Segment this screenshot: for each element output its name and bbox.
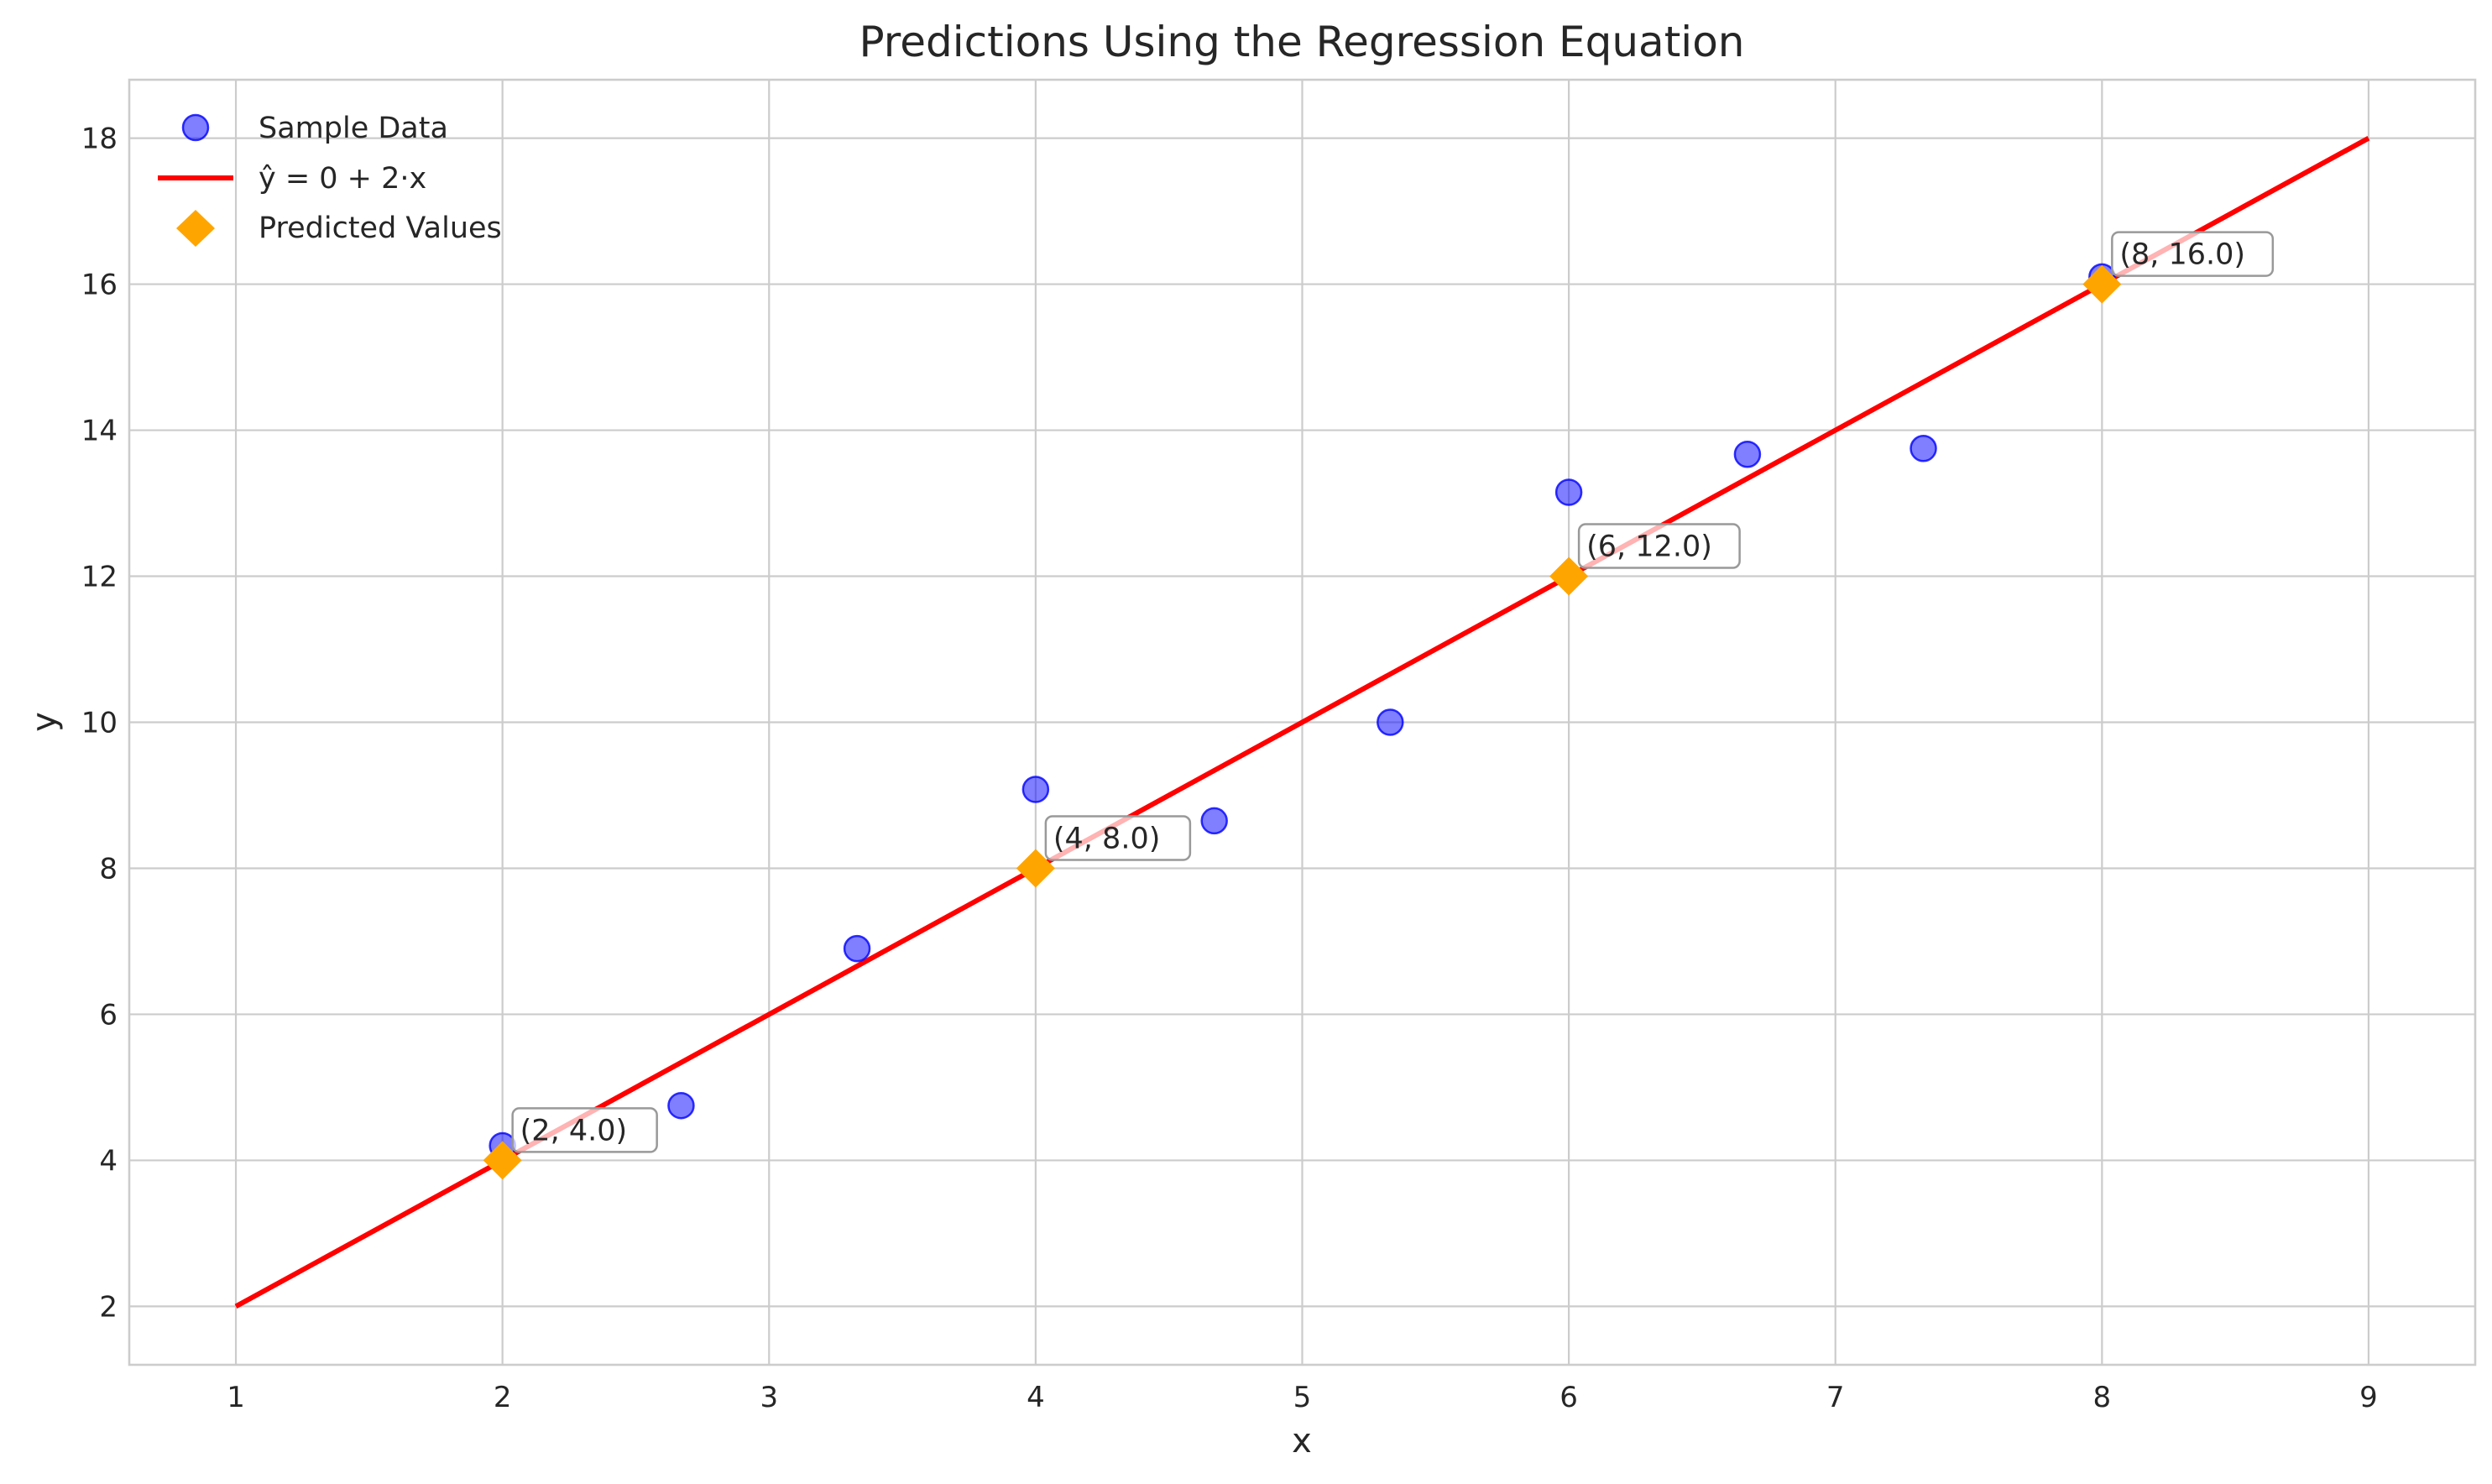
y-tick-label: 14	[81, 415, 118, 448]
annotation-box	[1577, 523, 1741, 569]
x-tick-label: 8	[2093, 1381, 2112, 1414]
annotation-label: (8, 16.0)	[2119, 238, 2245, 272]
sample-data-point	[667, 1091, 695, 1120]
y-tick-label: 10	[81, 707, 118, 740]
x-tick-label: 4	[1027, 1381, 1045, 1414]
y-tick-label: 18	[81, 123, 118, 156]
predicted-values-layer	[483, 264, 2122, 1180]
annotation-label: (4, 8.0)	[1053, 822, 1161, 855]
prediction-annotation: (2, 4.0)	[511, 1107, 658, 1153]
y-tick-label: 4	[99, 1144, 118, 1178]
y-tick-label: 2	[99, 1290, 118, 1324]
annotation-box	[1044, 815, 1192, 861]
prediction-annotation: (6, 12.0)	[1577, 523, 1741, 569]
sample-data-point	[1909, 435, 1937, 462]
y-tick-label: 6	[99, 998, 118, 1032]
y-axis-label: y	[25, 712, 64, 732]
legend-line-label: ŷ = 0 + 2·x	[259, 162, 426, 196]
legend-sample-marker	[181, 113, 210, 142]
sample-data-point	[843, 934, 871, 963]
legend-sample-label: Sample Data	[259, 112, 448, 145]
x-tick-label: 2	[494, 1381, 512, 1414]
predicted-value-marker	[2082, 264, 2122, 304]
sample-data-point	[1377, 708, 1404, 736]
x-tick-label: 1	[227, 1381, 245, 1414]
x-tick-label: 9	[2359, 1381, 2378, 1414]
x-axis-label: x	[1292, 1422, 1312, 1460]
chart-title: Predictions Using the Regression Equatio…	[859, 18, 1745, 66]
y-tick-label: 8	[99, 852, 118, 886]
annotation-box	[511, 1107, 658, 1153]
sample-data-point	[1021, 776, 1050, 803]
predicted-value-marker	[1549, 556, 1589, 596]
sample-data-point	[1733, 441, 1762, 468]
annotation-layer: (2, 4.0) (4, 8.0) (6, 12.0) (8, 16.0)	[511, 231, 2275, 1153]
annotation-label: (2, 4.0)	[520, 1114, 628, 1147]
sample-data-point	[1554, 478, 1583, 506]
legend-predicted-marker	[176, 210, 215, 247]
annotation-label: (6, 12.0)	[1586, 530, 1712, 564]
prediction-annotation: (4, 8.0)	[1044, 815, 1192, 861]
predicted-value-marker	[483, 1141, 522, 1180]
x-tick-label: 3	[760, 1381, 778, 1414]
y-tick-label: 16	[81, 269, 118, 302]
legend-predicted-label: Predicted Values	[259, 212, 502, 245]
predicted-value-marker	[1016, 849, 1055, 888]
x-tick-label: 6	[1559, 1381, 1578, 1414]
sample-data-point	[1200, 807, 1228, 835]
x-tick-label: 5	[1293, 1381, 1312, 1414]
plot-frame	[128, 78, 2477, 1366]
annotation-box	[2111, 231, 2275, 277]
y-tick-label: 12	[81, 561, 118, 594]
prediction-annotation: (8, 16.0)	[2111, 231, 2275, 277]
x-tick-label: 7	[1826, 1381, 1845, 1414]
legend: Sample Data ŷ = 0 + 2·x Predicted Values	[158, 112, 502, 247]
